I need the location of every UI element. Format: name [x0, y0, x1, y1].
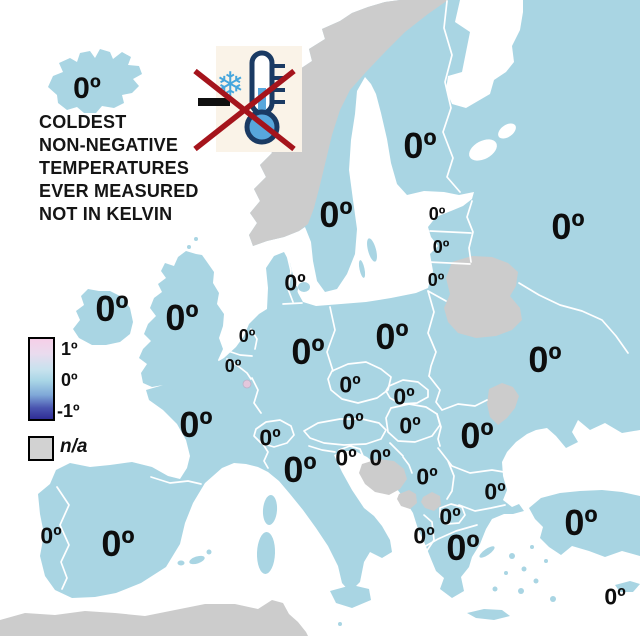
- temp-label-bulgaria: 0º: [484, 478, 506, 505]
- temp-label-slovenia: 0º: [335, 444, 357, 471]
- sicily: [330, 585, 371, 608]
- funen: [290, 285, 298, 293]
- temp-label-belgium: 0º: [224, 356, 242, 376]
- legend-max-label: 1º: [61, 339, 78, 359]
- oland: [358, 260, 366, 278]
- temp-label-czechia: 0º: [339, 371, 361, 398]
- shetland-islands: [187, 237, 198, 249]
- norway-na: [249, 0, 448, 246]
- temp-label-sweden: 0º: [319, 194, 353, 235]
- temp-label-north-macedonia: 0º: [439, 503, 461, 530]
- menorca: [206, 549, 212, 555]
- temp-label-denmark: 0º: [284, 269, 306, 296]
- cyprus-island: [615, 581, 640, 592]
- bosnia-na: [359, 459, 407, 495]
- temp-label-serbia: 0º: [416, 463, 438, 490]
- title-line: NOT IN KELVIN: [39, 204, 173, 224]
- euboea: [479, 546, 495, 558]
- country-borders: [56, 0, 629, 590]
- temp-label-france: 0º: [179, 404, 213, 445]
- title-line: COLDEST: [39, 112, 127, 132]
- temp-label-russia: 0º: [551, 206, 585, 247]
- legend: 1º 0º -1º n/a: [28, 337, 138, 467]
- zealand: [298, 282, 310, 292]
- temp-label-albania: 0º: [413, 522, 435, 549]
- inland-seas: [446, 0, 523, 161]
- turkey-anatolia: [529, 490, 640, 557]
- temp-label-portugal: 0º: [40, 522, 62, 549]
- great-britain: [139, 251, 224, 391]
- legend-na-label: n/a: [60, 436, 88, 457]
- temp-label-switzerland: 0º: [259, 424, 281, 451]
- temp-label-poland: 0º: [375, 316, 409, 357]
- temp-label-turkey: 0º: [564, 502, 598, 543]
- belarus-na: [444, 256, 522, 338]
- no-freezing-icon: ❄: [188, 46, 303, 152]
- temp-label-united-kingdom: 0º: [165, 297, 199, 338]
- na-regions: [0, 0, 522, 636]
- ibiza: [177, 560, 185, 566]
- temp-label-spain: 0º: [101, 523, 135, 564]
- lake-onega: [498, 123, 516, 139]
- title-line: NON-NEGATIVE: [39, 135, 179, 155]
- temp-label-croatia: 0º: [369, 444, 391, 471]
- map-title: COLDEST NON-NEGATIVE TEMPERATURES EVER M…: [39, 111, 239, 226]
- lake-ladoga: [469, 139, 497, 161]
- iceland: [48, 49, 142, 113]
- temp-label-ireland: 0º: [95, 288, 129, 329]
- red-cross-icon: [193, 68, 296, 152]
- bornholm: [340, 312, 344, 316]
- temp-label-netherlands: 0º: [238, 326, 256, 346]
- kosovo-na: [421, 492, 441, 511]
- temp-label-cyprus: 0º: [604, 583, 626, 610]
- minus-icon: [198, 98, 230, 106]
- temp-label-slovakia: 0º: [393, 383, 415, 410]
- crete: [467, 609, 510, 620]
- temp-label-lithuania: 0º: [427, 270, 445, 290]
- legend-min-label: -1º: [57, 401, 80, 421]
- luxembourg-pink: [242, 379, 252, 389]
- gotland: [367, 238, 377, 262]
- malta: [338, 622, 342, 626]
- aegean-islands: [492, 545, 556, 602]
- temp-label-latvia: 0º: [432, 237, 450, 257]
- temp-label-austria: 0º: [342, 408, 364, 435]
- title-line: TEMPERATURES: [39, 158, 190, 178]
- north-africa-na: [0, 600, 308, 636]
- legend-mid-label: 0º: [61, 370, 78, 390]
- mallorca: [189, 555, 205, 565]
- temp-label-germany: 0º: [291, 331, 325, 372]
- temp-label-romania: 0º: [460, 415, 494, 456]
- temp-label-estonia: 0º: [428, 204, 446, 224]
- ireland-island: [73, 289, 133, 345]
- temp-label-greece: 0º: [446, 527, 480, 568]
- temp-label-ukraine: 0º: [528, 339, 562, 380]
- legend-gradient-bar: [28, 337, 55, 421]
- white-sea: [446, 0, 523, 108]
- legend-na-swatch: [28, 436, 54, 461]
- temp-label-iceland: 0º: [73, 72, 101, 105]
- temp-label-italy: 0º: [283, 449, 317, 490]
- islands: [48, 49, 640, 626]
- temp-label-finland: 0º: [403, 125, 437, 166]
- title-line: EVER MEASURED: [39, 181, 199, 201]
- montenegro-na: [397, 490, 417, 509]
- moldova-na: [487, 383, 519, 425]
- corsica: [262, 495, 278, 525]
- temp-label-hungary: 0º: [399, 412, 421, 439]
- sardinia: [256, 532, 276, 574]
